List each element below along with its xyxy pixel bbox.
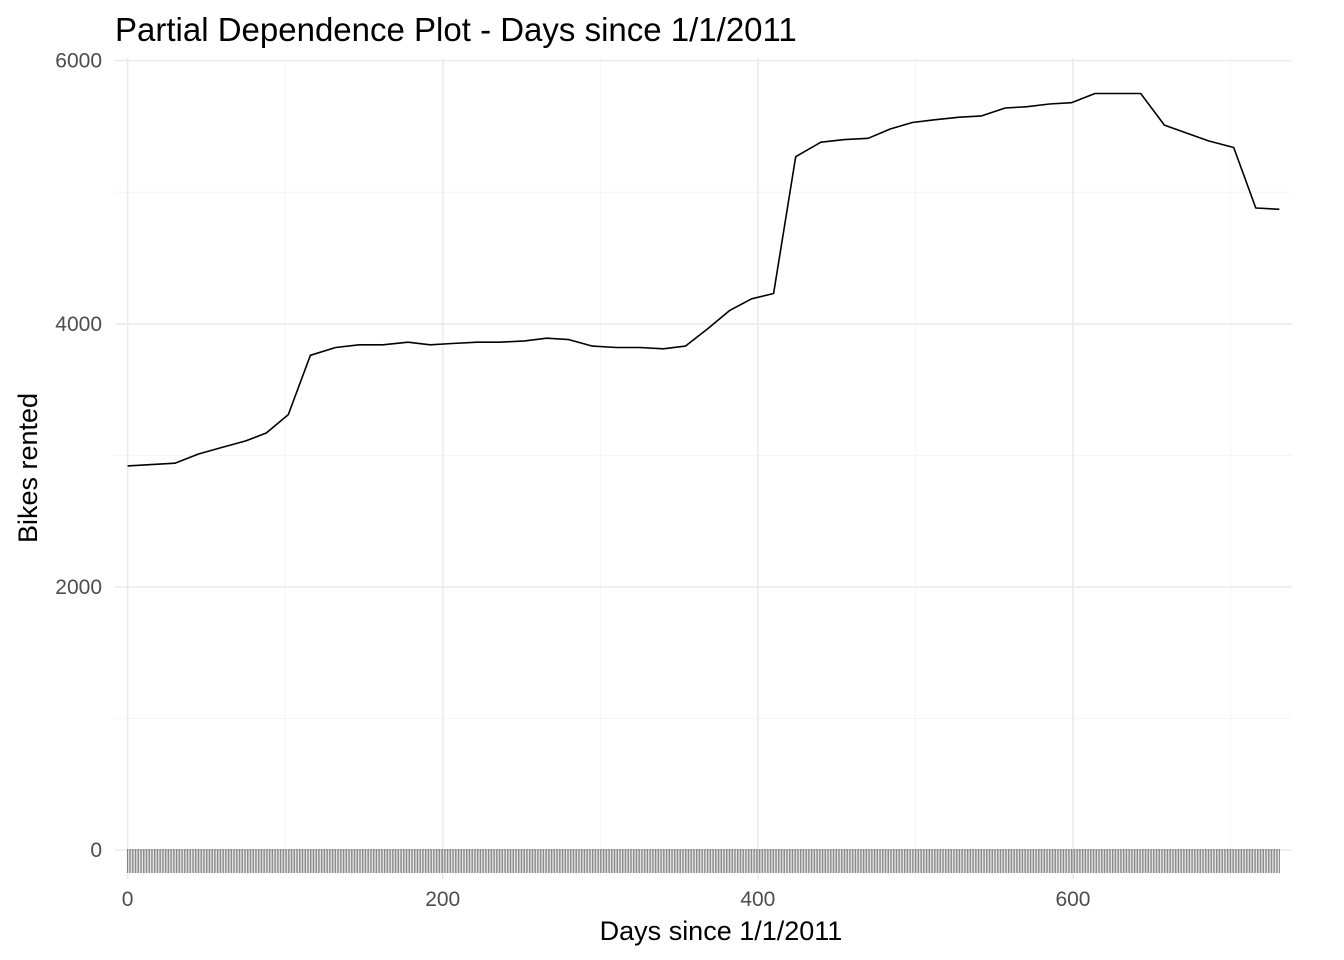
y-tick-label: 2000 [55,576,102,599]
x-tick-label: 600 [1055,888,1090,911]
x-tick-label: 0 [122,888,134,911]
x-axis-label: Days since 1/1/2011 [600,916,843,946]
y-tick-label: 6000 [55,50,102,73]
y-axis-tick-labels: 0 2000 4000 6000 [55,50,102,862]
y-tick-label: 4000 [55,313,102,336]
x-tick-label: 200 [425,888,460,911]
rug-marks [127,849,1280,873]
minor-gridlines [115,58,1292,879]
series-layer [127,92,1280,467]
x-tick-label: 400 [740,888,775,911]
y-axis-label: Bikes rented [13,393,43,543]
x-axis-tick-labels: 0 200 400 600 [122,888,1091,911]
major-gridlines [115,58,1292,879]
y-tick-label: 0 [90,839,102,862]
pdp-line [127,92,1280,467]
chart-title: Partial Dependence Plot - Days since 1/1… [115,11,797,48]
